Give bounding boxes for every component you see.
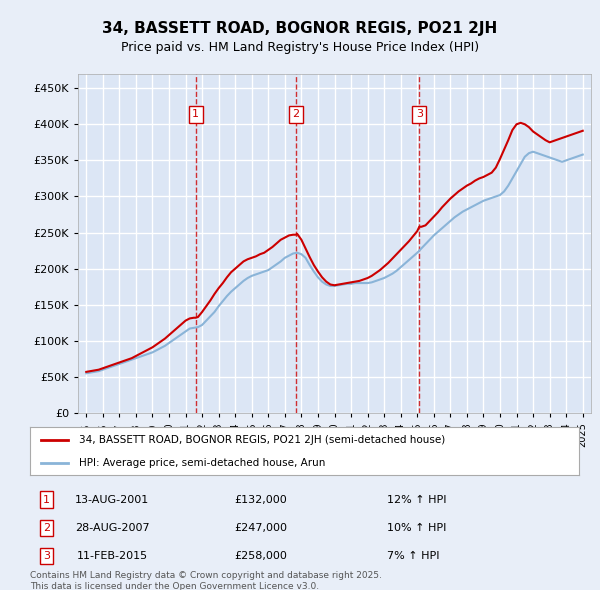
Text: 3: 3 <box>416 110 423 119</box>
Text: Price paid vs. HM Land Registry's House Price Index (HPI): Price paid vs. HM Land Registry's House … <box>121 41 479 54</box>
Text: 12% ↑ HPI: 12% ↑ HPI <box>387 494 446 504</box>
Text: 13-AUG-2001: 13-AUG-2001 <box>75 494 149 504</box>
Text: 11-FEB-2015: 11-FEB-2015 <box>77 551 148 561</box>
Text: 10% ↑ HPI: 10% ↑ HPI <box>387 523 446 533</box>
Text: Contains HM Land Registry data © Crown copyright and database right 2025.
This d: Contains HM Land Registry data © Crown c… <box>30 571 382 590</box>
Text: 34, BASSETT ROAD, BOGNOR REGIS, PO21 2JH: 34, BASSETT ROAD, BOGNOR REGIS, PO21 2JH <box>103 21 497 35</box>
Text: £132,000: £132,000 <box>234 494 287 504</box>
Text: 1: 1 <box>193 110 199 119</box>
Text: 3: 3 <box>43 551 50 561</box>
Text: 34, BASSETT ROAD, BOGNOR REGIS, PO21 2JH (semi-detached house): 34, BASSETT ROAD, BOGNOR REGIS, PO21 2JH… <box>79 435 446 445</box>
Text: 1: 1 <box>43 494 50 504</box>
Text: 2: 2 <box>292 110 299 119</box>
Text: 28-AUG-2007: 28-AUG-2007 <box>75 523 149 533</box>
Text: £258,000: £258,000 <box>234 551 287 561</box>
Text: £247,000: £247,000 <box>234 523 287 533</box>
Text: 7% ↑ HPI: 7% ↑ HPI <box>387 551 439 561</box>
Text: HPI: Average price, semi-detached house, Arun: HPI: Average price, semi-detached house,… <box>79 458 326 468</box>
Text: 2: 2 <box>43 523 50 533</box>
